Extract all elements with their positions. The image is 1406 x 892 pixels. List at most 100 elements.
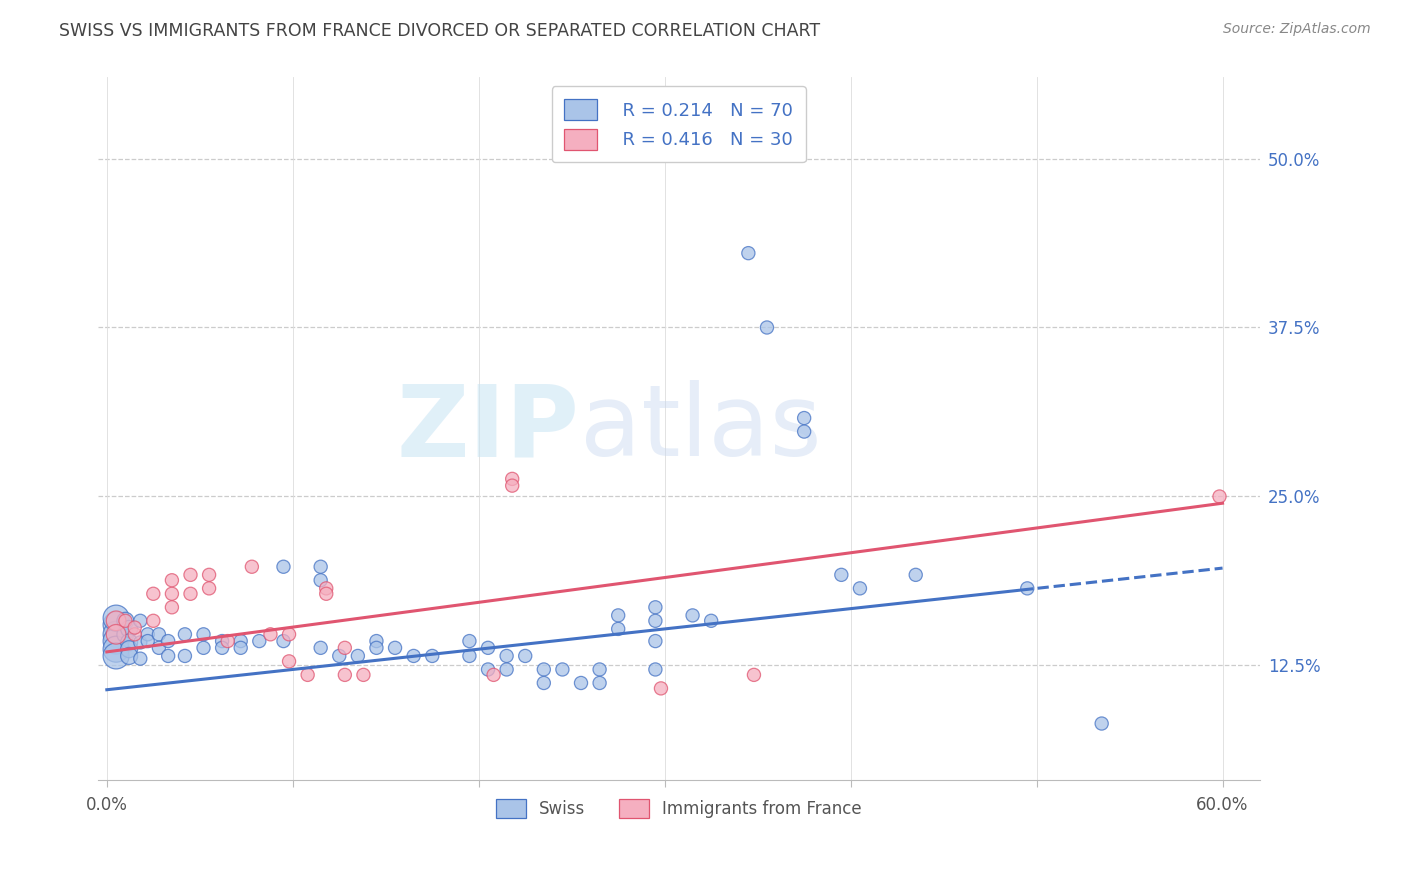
- Point: [179, 587, 201, 601]
- Point: [273, 559, 295, 574]
- Point: [148, 640, 170, 655]
- Point: [333, 668, 356, 682]
- Point: [333, 640, 356, 655]
- Point: [309, 574, 332, 588]
- Point: [458, 634, 481, 648]
- Point: [129, 651, 152, 665]
- Point: [644, 614, 666, 628]
- Point: [114, 614, 136, 628]
- Point: [105, 634, 128, 648]
- Point: [569, 676, 592, 690]
- Point: [105, 618, 128, 632]
- Point: [347, 648, 370, 663]
- Point: [240, 559, 263, 574]
- Point: [247, 634, 270, 648]
- Point: [477, 663, 499, 677]
- Point: [129, 635, 152, 649]
- Point: [136, 627, 159, 641]
- Point: [495, 663, 517, 677]
- Point: [607, 608, 630, 623]
- Point: [482, 668, 505, 682]
- Point: [366, 634, 388, 648]
- Point: [297, 668, 319, 682]
- Point: [607, 622, 630, 636]
- Point: [118, 635, 141, 649]
- Text: SWISS VS IMMIGRANTS FROM FRANCE DIVORCED OR SEPARATED CORRELATION CHART: SWISS VS IMMIGRANTS FROM FRANCE DIVORCED…: [59, 22, 820, 40]
- Point: [755, 320, 778, 334]
- Point: [114, 627, 136, 641]
- Point: [533, 663, 555, 677]
- Point: [118, 622, 141, 636]
- Point: [501, 472, 523, 486]
- Point: [193, 640, 215, 655]
- Point: [477, 640, 499, 655]
- Point: [551, 663, 574, 677]
- Point: [160, 587, 183, 601]
- Point: [105, 614, 128, 628]
- Point: [211, 634, 233, 648]
- Point: [1208, 490, 1230, 504]
- Point: [793, 411, 815, 425]
- Point: [533, 676, 555, 690]
- Text: Source: ZipAtlas.com: Source: ZipAtlas.com: [1223, 22, 1371, 37]
- Point: [229, 640, 252, 655]
- Point: [136, 634, 159, 648]
- Point: [830, 567, 852, 582]
- Point: [273, 634, 295, 648]
- Point: [174, 627, 197, 641]
- Point: [309, 640, 332, 655]
- Point: [1017, 582, 1039, 596]
- Point: [157, 648, 180, 663]
- Point: [501, 478, 523, 492]
- Text: atlas: atlas: [579, 380, 821, 477]
- Point: [742, 668, 765, 682]
- Point: [118, 642, 141, 657]
- Point: [174, 648, 197, 663]
- Point: [160, 600, 183, 615]
- Point: [650, 681, 672, 696]
- Point: [700, 614, 723, 628]
- Point: [148, 627, 170, 641]
- Point: [105, 611, 128, 625]
- Point: [1091, 716, 1114, 731]
- Point: [198, 567, 221, 582]
- Point: [142, 587, 165, 601]
- Point: [588, 676, 610, 690]
- Point: [420, 648, 443, 663]
- Point: [142, 614, 165, 628]
- Point: [278, 627, 301, 641]
- Point: [328, 648, 350, 663]
- Point: [179, 567, 201, 582]
- Point: [124, 627, 146, 641]
- Point: [495, 648, 517, 663]
- Point: [229, 634, 252, 648]
- Legend: Swiss, Immigrants from France: Swiss, Immigrants from France: [489, 792, 869, 825]
- Point: [315, 582, 337, 596]
- Point: [849, 582, 872, 596]
- Point: [278, 654, 301, 668]
- Point: [682, 608, 704, 623]
- Point: [309, 559, 332, 574]
- Point: [211, 640, 233, 655]
- Point: [644, 634, 666, 648]
- Point: [737, 246, 759, 260]
- Point: [105, 642, 128, 657]
- Point: [259, 627, 281, 641]
- Point: [458, 648, 481, 663]
- Point: [160, 574, 183, 588]
- Point: [315, 587, 337, 601]
- Point: [352, 668, 374, 682]
- Point: [105, 648, 128, 663]
- Point: [588, 663, 610, 677]
- Point: [157, 634, 180, 648]
- Point: [105, 627, 128, 641]
- Point: [644, 663, 666, 677]
- Point: [366, 640, 388, 655]
- Point: [793, 425, 815, 439]
- Point: [217, 634, 239, 648]
- Text: ZIP: ZIP: [396, 380, 579, 477]
- Point: [129, 614, 152, 628]
- Point: [904, 567, 927, 582]
- Point: [384, 640, 406, 655]
- Point: [644, 600, 666, 615]
